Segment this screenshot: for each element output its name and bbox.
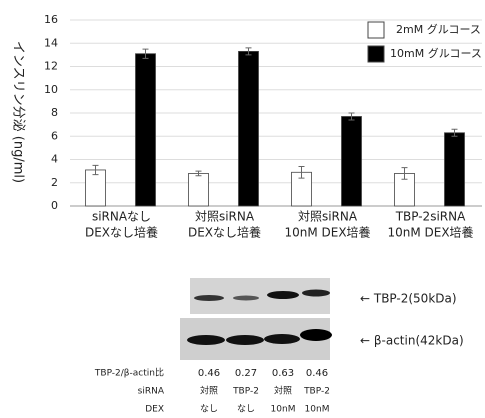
table-cell: TBP-2 — [303, 387, 330, 397]
blot-band — [302, 290, 330, 297]
bar — [239, 51, 259, 206]
x-tick-label: DEXなし培養 — [188, 225, 261, 240]
y-tick-label: 14 — [44, 36, 58, 49]
y-axis-label: インスリン分泌 (ng/ml) — [11, 41, 26, 183]
blot-band — [267, 291, 299, 299]
table-cell: 0.46 — [306, 368, 328, 379]
blot-band — [233, 296, 259, 301]
table-cell: 対照 — [200, 385, 218, 397]
table-cell: 10nM — [305, 405, 330, 415]
row-label: siRNA — [138, 387, 165, 397]
row-label: DEX — [145, 405, 164, 415]
blot-top — [190, 278, 330, 314]
blot-band — [264, 334, 300, 344]
y-tick-label: 12 — [44, 60, 58, 73]
band-label: ← TBP-2(50kDa) — [360, 292, 457, 306]
y-tick-label: 2 — [51, 176, 58, 189]
x-tick-label: TBP-2siRNA — [395, 210, 466, 224]
y-tick-label: 4 — [51, 153, 58, 166]
table-cell: 0.46 — [198, 368, 220, 379]
blot-bottom — [180, 318, 332, 360]
row-label: TBP-2/β-actin比 — [94, 367, 164, 379]
legend-swatch — [368, 22, 384, 38]
table-cell: なし — [200, 404, 218, 415]
y-tick-label: 8 — [51, 106, 58, 119]
table-cell: 10nM — [271, 405, 296, 415]
x-tick-label: 対照siRNA — [195, 210, 255, 224]
y-tick-label: 6 — [51, 129, 58, 142]
blot-band — [300, 329, 332, 341]
blot-band — [226, 335, 264, 345]
x-tick-label: siRNAなし — [92, 210, 151, 224]
table-cell: TBP-2 — [232, 387, 259, 397]
bar — [342, 116, 362, 206]
table-cell: なし — [237, 404, 255, 415]
y-tick-label: 0 — [51, 199, 58, 212]
x-tick-label: DEXなし培養 — [85, 225, 158, 240]
blot-band — [187, 335, 225, 345]
band-label: ← β-actin(42kDa) — [360, 334, 464, 348]
bar — [136, 54, 156, 206]
x-tick-label: 10nM DEX培養 — [284, 225, 370, 240]
x-tick-label: 10nM DEX培養 — [387, 225, 473, 240]
legend-label: 2mM グルコース — [396, 22, 481, 36]
table-cell: 対照 — [274, 385, 292, 397]
figure: インスリン分泌 (ng/ml) ← TBP-2(50kDa) ← β-actin… — [0, 0, 485, 418]
x-tick-label: 対照siRNA — [298, 210, 358, 224]
table-cell: 0.27 — [235, 368, 257, 379]
table-cell: 0.63 — [272, 368, 294, 379]
legend-swatch — [368, 46, 384, 62]
legend-label: 10mM グルコース — [390, 46, 482, 60]
y-tick-label: 10 — [44, 83, 58, 96]
bar — [189, 173, 209, 206]
y-tick-label: 16 — [44, 13, 58, 26]
blot-band — [194, 295, 224, 301]
bar — [86, 170, 106, 206]
bar — [445, 133, 465, 206]
